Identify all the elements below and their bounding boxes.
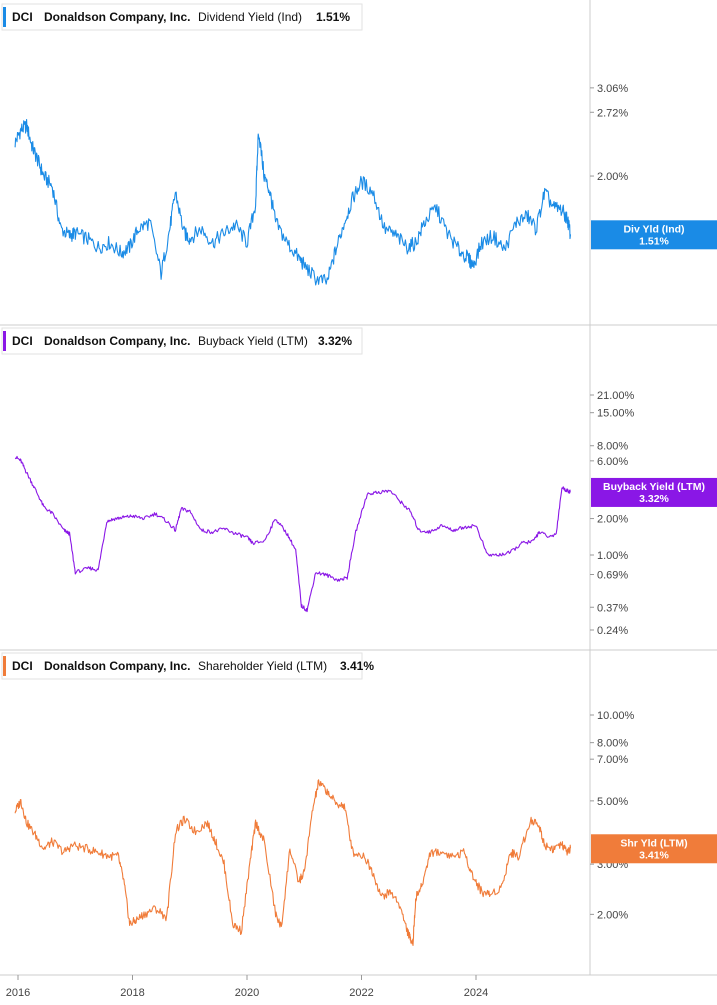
y-tick-label: 8.00%: [597, 738, 628, 750]
y-tick-label: 1.00%: [597, 550, 628, 562]
tag-label: Shr Yld (LTM): [620, 837, 687, 849]
legend-swatch: [3, 331, 6, 351]
legend-ticker: DCI: [12, 334, 33, 348]
y-tick-label: 3.06%: [597, 83, 628, 95]
tag-value: 1.51%: [639, 235, 669, 247]
y-tick-label: 2.00%: [597, 909, 628, 921]
current-value-tag: [591, 477, 717, 507]
x-tick-label: 2024: [464, 987, 488, 999]
y-tick-label: 15.00%: [597, 408, 635, 420]
legend-company: Donaldson Company, Inc.: [44, 334, 190, 348]
legend-company: Donaldson Company, Inc.: [44, 659, 190, 673]
tag-value: 3.41%: [639, 849, 669, 861]
x-tick-label: 2016: [6, 987, 30, 999]
y-tick-label: 0.37%: [597, 602, 628, 614]
y-tick-label: 8.00%: [597, 441, 628, 453]
series-line: [14, 779, 572, 947]
legend-value: 3.41%: [340, 659, 374, 673]
legend-metric: Buyback Yield (LTM): [198, 334, 308, 348]
y-tick-label: 2.72%: [597, 107, 628, 119]
legend-box: [1, 327, 363, 355]
y-tick-label: 7.00%: [597, 754, 628, 766]
legend-ticker: DCI: [12, 10, 33, 24]
current-value-tag: [591, 220, 717, 250]
x-tick-label: 2018: [120, 987, 144, 999]
y-tick-label: 6.00%: [597, 456, 628, 468]
legend-box: [1, 652, 363, 680]
legend-company: Donaldson Company, Inc.: [44, 10, 190, 24]
y-tick-label: 5.00%: [597, 796, 628, 808]
tag-label: Buyback Yield (LTM): [603, 481, 705, 493]
y-tick-label: 0.69%: [597, 570, 628, 582]
x-tick-label: 2020: [235, 987, 259, 999]
tag-value: 3.32%: [639, 493, 669, 505]
tag-label: Div Yld (Ind): [623, 223, 684, 235]
legend-metric: Dividend Yield (Ind): [198, 10, 302, 24]
y-tick-label: 21.00%: [597, 390, 635, 402]
legend-ticker: DCI: [12, 659, 33, 673]
y-tick-label: 2.00%: [597, 171, 628, 183]
y-tick-label: 2.00%: [597, 514, 628, 526]
current-value-tag: [591, 834, 717, 864]
legend-metric: Shareholder Yield (LTM): [198, 659, 327, 673]
series-line: [14, 455, 571, 613]
legend-value: 3.32%: [318, 334, 352, 348]
legend-value: 1.51%: [316, 10, 350, 24]
y-tick-label: 0.24%: [597, 625, 628, 637]
series-line: [14, 118, 572, 286]
x-tick-label: 2022: [349, 987, 373, 999]
legend-swatch: [3, 7, 6, 27]
legend-box: [1, 3, 363, 31]
y-tick-label: 10.00%: [597, 710, 635, 722]
legend-swatch: [3, 656, 6, 676]
